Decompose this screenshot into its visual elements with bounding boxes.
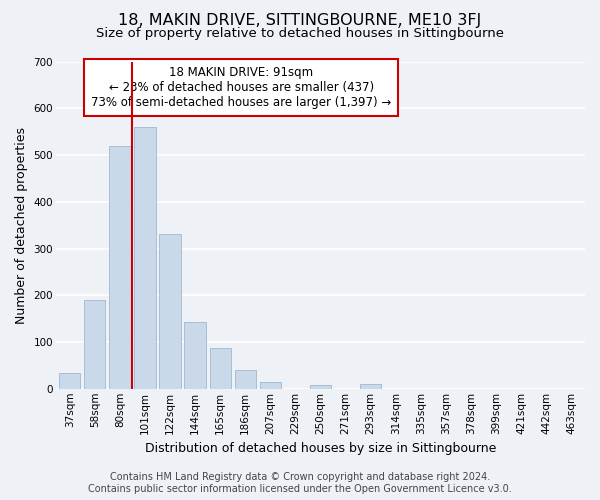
Bar (160, 234, 181, 389)
Bar (134, 127, 155, 389)
Bar (59, 374, 80, 389)
Bar (109, 146, 131, 389)
Bar (209, 348, 231, 389)
Text: 18, MAKIN DRIVE, SITTINGBOURNE, ME10 3FJ: 18, MAKIN DRIVE, SITTINGBOURNE, ME10 3FJ (118, 12, 482, 28)
Bar (360, 384, 381, 389)
Bar (184, 322, 206, 389)
Bar (260, 382, 281, 389)
Y-axis label: Number of detached properties: Number of detached properties (15, 126, 28, 324)
Text: Contains HM Land Registry data © Crown copyright and database right 2024.
Contai: Contains HM Land Registry data © Crown c… (88, 472, 512, 494)
Bar (235, 370, 256, 389)
X-axis label: Distribution of detached houses by size in Sittingbourne: Distribution of detached houses by size … (145, 442, 496, 455)
Text: 18 MAKIN DRIVE: 91sqm
← 23% of detached houses are smaller (437)
73% of semi-det: 18 MAKIN DRIVE: 91sqm ← 23% of detached … (91, 66, 391, 110)
Bar (310, 384, 331, 389)
Bar (84, 300, 106, 389)
Text: Size of property relative to detached houses in Sittingbourne: Size of property relative to detached ho… (96, 28, 504, 40)
